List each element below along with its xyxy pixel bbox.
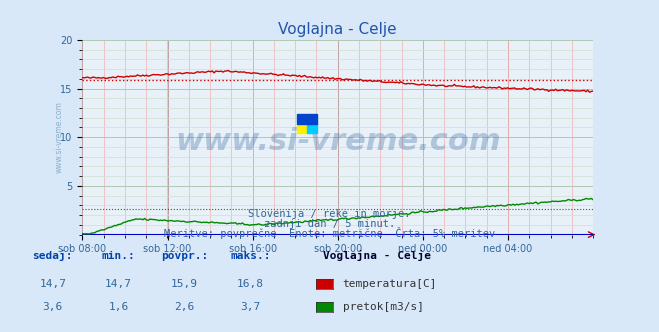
Text: 15,9: 15,9 [171,279,198,289]
Text: 14,7: 14,7 [40,279,66,289]
Title: Voglajna - Celje: Voglajna - Celje [278,22,397,37]
Text: Slovenija / reke in morje.: Slovenija / reke in morje. [248,209,411,219]
Text: 2,6: 2,6 [175,302,194,312]
Text: pretok[m3/s]: pretok[m3/s] [343,302,424,312]
Bar [297,124,307,133]
Text: Voglajna - Celje: Voglajna - Celje [323,250,431,261]
Bar [307,114,318,124]
Text: min.:: min.: [101,251,136,261]
Text: povpr.:: povpr.: [161,251,208,261]
Text: 16,8: 16,8 [237,279,264,289]
Text: temperatura[C]: temperatura[C] [343,279,437,289]
Bar [297,114,307,124]
Text: zadnji dan / 5 minut.: zadnji dan / 5 minut. [264,219,395,229]
Text: sedaj:: sedaj: [32,250,73,261]
Text: Meritve: povprečne  Enote: metrične  Črta: 5% meritev: Meritve: povprečne Enote: metrične Črta:… [164,227,495,239]
Text: www.si-vreme.com: www.si-vreme.com [55,101,64,173]
Text: maks.:: maks.: [230,251,271,261]
Bar [307,124,318,133]
Text: 1,6: 1,6 [109,302,129,312]
Text: www.si-vreme.com: www.si-vreme.com [175,126,501,156]
Text: 3,7: 3,7 [241,302,260,312]
Text: 3,6: 3,6 [43,302,63,312]
Text: 14,7: 14,7 [105,279,132,289]
